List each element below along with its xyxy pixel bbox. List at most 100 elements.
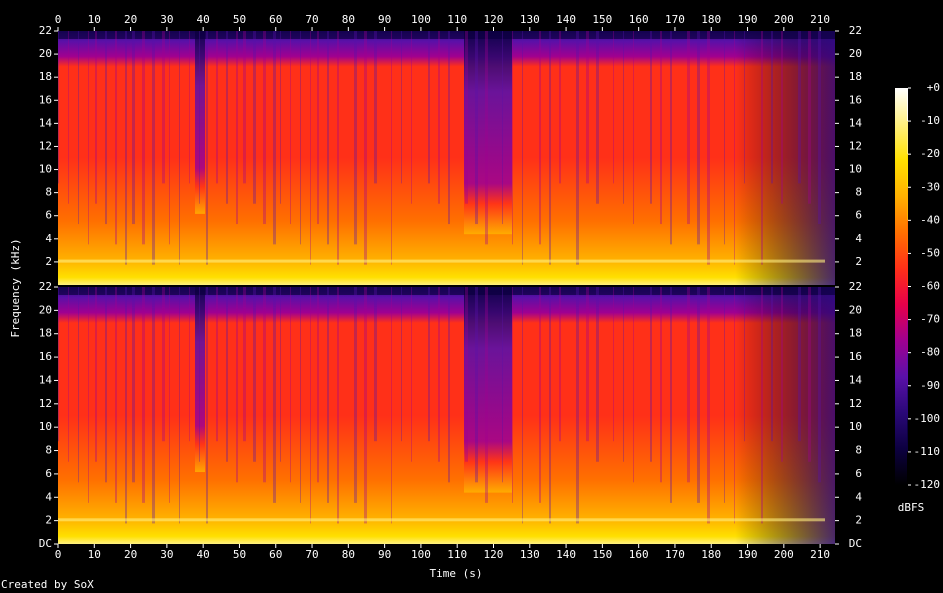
- y-tick-label: 12: [849, 397, 862, 410]
- x-tick-label: 50: [233, 13, 246, 26]
- spectrogram-texture: [735, 287, 835, 544]
- spectrogram-texture: [179, 31, 180, 265]
- spectrogram-texture: [465, 287, 468, 462]
- x-tick-label: 100: [411, 13, 431, 26]
- spectrogram-texture: [68, 287, 69, 462]
- x-tick-label: 50: [233, 548, 246, 561]
- colorbar-stop: [907, 352, 908, 386]
- spectrogram-texture: [818, 31, 821, 225]
- spectrogram-texture: [236, 287, 238, 483]
- spectrogram-texture: [78, 287, 79, 483]
- y-tick-label: 16: [39, 93, 52, 106]
- x-tick-label: 210: [810, 13, 830, 26]
- spectrogram-texture: [707, 287, 710, 524]
- spectrogram-texture: [179, 287, 180, 524]
- spectrogram-texture: [818, 287, 821, 483]
- y-tick-label: 18: [849, 70, 862, 83]
- spectrogram-texture: [623, 31, 624, 204]
- spectrogram-texture: [512, 31, 513, 245]
- spectrogram-texture: [596, 287, 599, 462]
- y-tick-label: 20: [849, 47, 862, 60]
- spectrogram-texture: [660, 287, 662, 483]
- x-tick-label: 0: [55, 548, 62, 561]
- y-tick-label: 20: [39, 303, 52, 316]
- spectrogram-texture: [697, 31, 700, 245]
- colorbar-tick-label: -50: [920, 246, 940, 259]
- spectrogram-texture: [169, 31, 170, 245]
- y-tick-label: 12: [39, 139, 52, 152]
- x-tick-label: 200: [774, 548, 794, 561]
- spectrogram-texture: [374, 287, 377, 442]
- spectrogram-texture: [475, 31, 478, 225]
- spectrogram-texture: [88, 287, 89, 503]
- y-tick-label: 12: [39, 397, 52, 410]
- spectrogram-texture: [226, 287, 228, 462]
- spectrogram-texture: [670, 31, 672, 245]
- x-tick-label: 170: [665, 13, 685, 26]
- y-tick-label: 14: [849, 116, 863, 129]
- y-tick-label: 6: [45, 209, 52, 222]
- y-tick-label: 14: [39, 116, 53, 129]
- spectrogram-texture: [169, 287, 170, 503]
- y-tick-label: 2: [855, 255, 862, 268]
- spectrogram-texture: [317, 31, 319, 225]
- spectrogram-texture: [125, 287, 127, 524]
- colorbar-label: dBFS: [898, 501, 925, 514]
- colorbar-stop: [907, 286, 908, 320]
- y-tick-label: 10: [39, 420, 52, 433]
- spectrogram-texture: [438, 287, 440, 462]
- spectrogram-texture: [781, 287, 783, 462]
- spectrogram-texture: [243, 31, 246, 184]
- spectrogram-texture: [771, 287, 773, 442]
- x-tick-label: 160: [629, 13, 649, 26]
- spectrogram-texture: [401, 287, 402, 442]
- spectrogram-texture: [58, 287, 59, 442]
- spectrogram-texture: [586, 31, 589, 184]
- spectrogram-texture: [105, 31, 107, 225]
- spectrogram-texture: [576, 287, 579, 524]
- x-tick-label: 10: [88, 13, 101, 26]
- spectrogram-texture: [650, 31, 652, 204]
- spectrogram-texture: [253, 287, 256, 462]
- spectrogram-texture: [391, 287, 392, 524]
- spectrogram-texture: [808, 287, 811, 462]
- spectrogram-texture: [162, 287, 165, 442]
- x-tick-label: 30: [160, 13, 173, 26]
- spectrogram-texture: [152, 31, 155, 265]
- x-tick-label: 20: [124, 13, 137, 26]
- y-tick-label: DC: [849, 537, 862, 550]
- colorbar-tick-label: -110: [914, 445, 941, 458]
- spectrogram-texture: [189, 287, 190, 442]
- spectrogram-texture: [58, 287, 835, 295]
- spectrogram-texture: [132, 287, 135, 483]
- spectrogram-texture: [744, 31, 745, 184]
- spectrogram-texture: [337, 287, 339, 524]
- y-tick-label: 18: [39, 327, 52, 340]
- x-tick-label: 80: [342, 13, 355, 26]
- spectrogram-texture: [78, 31, 79, 225]
- colorbar-tick-label: -30: [920, 180, 940, 193]
- spectrogram-texture: [327, 31, 329, 245]
- x-tick-label: 150: [592, 548, 612, 561]
- y-tick-label: 10: [849, 420, 862, 433]
- spectrogram-texture: [115, 31, 117, 245]
- spectrogram-texture: [448, 31, 450, 225]
- spectrogram-texture: [596, 31, 599, 204]
- spectrogram-texture: [195, 31, 205, 214]
- spectrogram-texture: [364, 287, 367, 524]
- spectrogram-texture: [327, 287, 329, 503]
- spectrogram-texture: [734, 31, 735, 265]
- spectrogram-texture: [142, 287, 145, 503]
- y-tick-label: 22: [849, 24, 862, 37]
- spectrogram-texture: [761, 287, 763, 524]
- x-tick-label: 40: [197, 13, 210, 26]
- spectrogram-texture: [58, 31, 835, 39]
- spectrogram-texture: [559, 287, 561, 442]
- y-tick-label: 8: [855, 186, 862, 199]
- x-tick-label: 80: [342, 548, 355, 561]
- y-tick-label: 8: [45, 186, 52, 199]
- spectrogram-texture: [206, 31, 208, 265]
- y-tick-label: 16: [849, 93, 862, 106]
- spectrogram-texture: [142, 31, 145, 245]
